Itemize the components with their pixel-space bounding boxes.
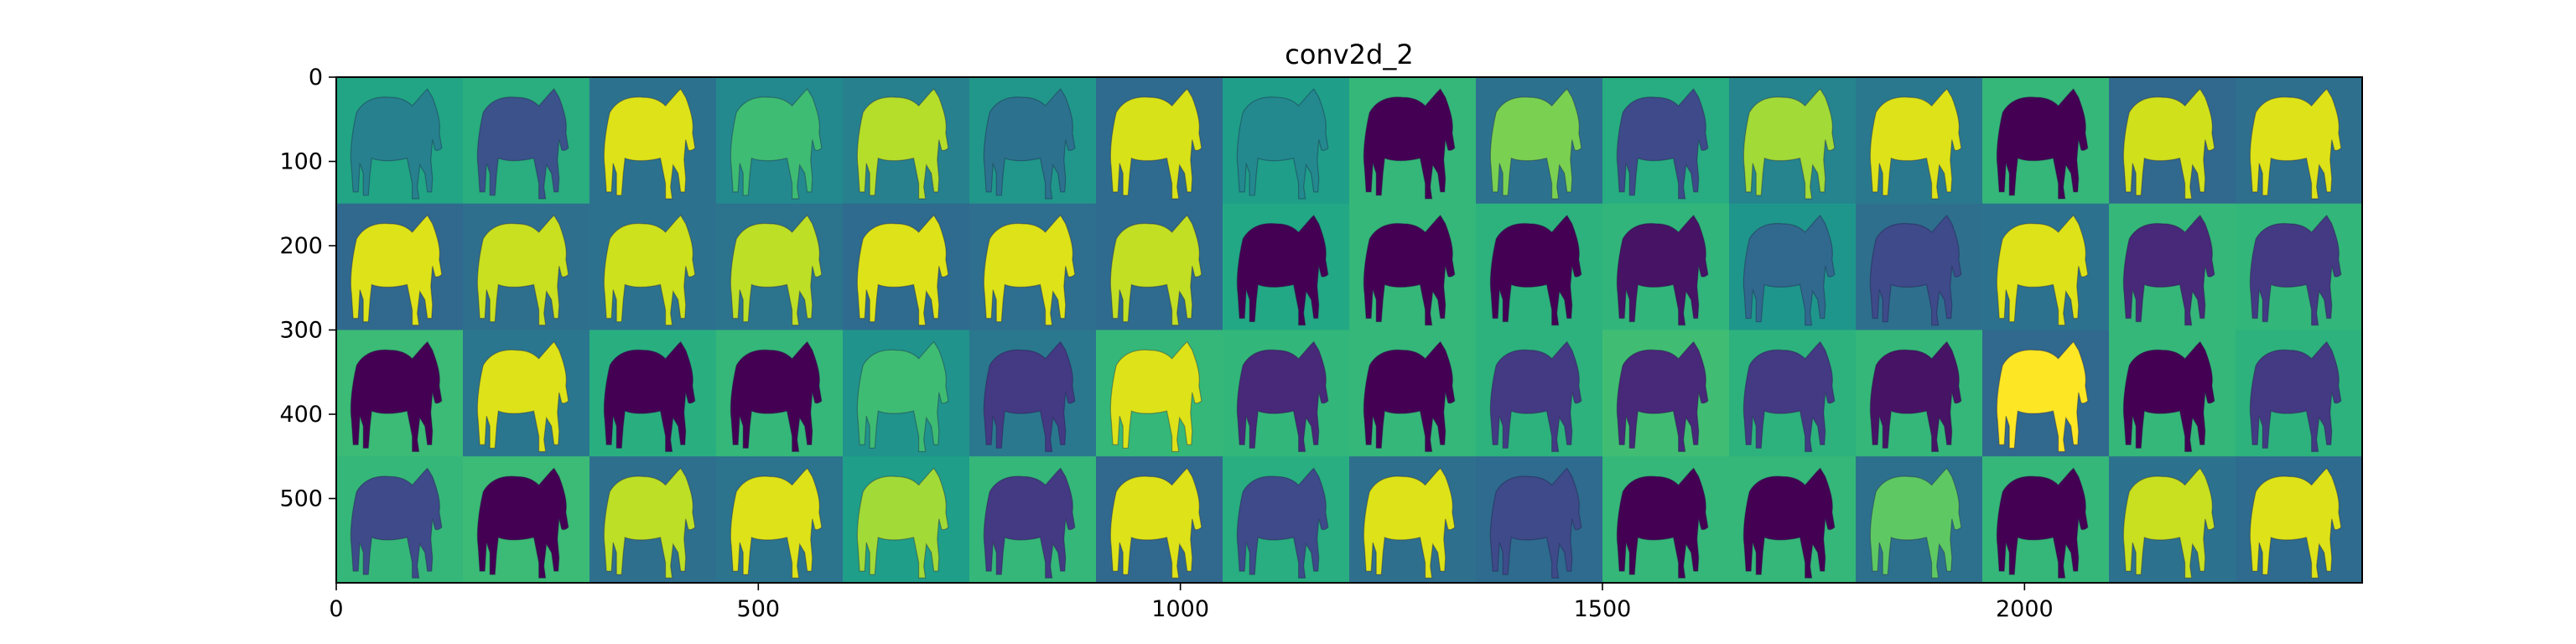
feature-map-tile: [463, 203, 590, 331]
feature-map-tile: [1602, 77, 1730, 205]
feature-map-tile: [1982, 456, 2110, 584]
feature-map-tile: [463, 330, 590, 457]
feature-map-tile: [843, 203, 970, 331]
feature-map-tile: [1856, 330, 1983, 457]
feature-map-tile: [1602, 456, 1730, 584]
feature-map-tile: [336, 330, 464, 457]
feature-map-tile: [716, 77, 844, 205]
feature-map-tile: [1096, 203, 1223, 331]
feature-map-tile: [2109, 330, 2236, 457]
feature-map-tile: [1982, 203, 2110, 331]
x-tick-label: 0: [329, 596, 343, 622]
y-tick-label: 100: [279, 149, 323, 175]
image-grid: [336, 77, 2363, 584]
feature-map-tile: [1729, 203, 1857, 331]
feature-map-tile: [969, 203, 1097, 331]
feature-map-tile: [589, 203, 717, 331]
feature-map-tile: [2236, 456, 2363, 584]
feature-map-tile: [589, 330, 717, 457]
feature-map-tile: [1349, 456, 1477, 584]
feature-map-tile: [589, 77, 717, 205]
feature-map-tile: [1982, 77, 2110, 205]
x-tick-label: 2000: [1996, 596, 2054, 622]
feature-map-tile: [589, 456, 717, 584]
feature-map-tile: [843, 456, 970, 584]
x-axis: 0 500 1000 1500 2000: [329, 583, 2054, 622]
feature-map-tile: [2236, 77, 2363, 205]
feature-map-tile: [1223, 330, 1350, 457]
feature-map-tile: [2236, 330, 2363, 457]
x-tick-label: 1000: [1151, 596, 1209, 622]
feature-map-tile: [336, 203, 464, 331]
y-tick-label: 300: [279, 318, 323, 344]
feature-map-tile: [1982, 330, 2110, 457]
feature-map-tile: [1096, 77, 1223, 205]
feature-map-tile: [969, 77, 1097, 205]
feature-map-tile: [1856, 77, 1983, 205]
feature-map-tile: [463, 77, 590, 205]
feature-map-tile: [716, 203, 844, 331]
feature-map-tile: [1729, 330, 1857, 457]
y-tick-label: 200: [279, 233, 323, 259]
feature-map-tile: [2236, 203, 2363, 331]
feature-map-tile: [1856, 456, 1983, 584]
feature-map-tile: [1096, 330, 1223, 457]
feature-map-tile: [2109, 203, 2236, 331]
feature-map-tile: [843, 330, 970, 457]
feature-map-tile: [1476, 77, 1603, 205]
feature-map-tile: [1602, 203, 1730, 331]
feature-map-tile: [843, 77, 970, 205]
feature-map-tile: [1729, 456, 1857, 584]
feature-map-tile: [716, 456, 844, 584]
feature-map-tile: [1349, 330, 1477, 457]
feature-map-tile: [969, 456, 1097, 584]
feature-map-tile: [336, 77, 464, 205]
feature-map-tile: [1223, 456, 1350, 584]
y-axis: 0 100 200 300 400 500: [279, 65, 336, 512]
feature-map-tile: [1223, 77, 1350, 205]
y-tick-label: 0: [309, 65, 323, 91]
feature-map-tile: [716, 330, 844, 457]
y-tick-label: 400: [279, 402, 323, 428]
feature-map-tile: [1223, 203, 1350, 331]
feature-map-tile: [1349, 203, 1477, 331]
feature-map-tile: [1476, 456, 1603, 584]
feature-map-tile: [969, 330, 1097, 457]
feature-map-tile: [336, 456, 464, 584]
feature-map-tile: [1856, 203, 1983, 331]
feature-map-tile: [2109, 77, 2236, 205]
feature-map-tile: [1729, 77, 1857, 205]
x-tick-label: 1500: [1574, 596, 1632, 622]
y-tick-label: 500: [279, 486, 323, 512]
chart-title: conv2d_2: [1285, 39, 1413, 70]
feature-map-tile: [463, 456, 590, 584]
feature-map-tile: [2109, 456, 2236, 584]
feature-map-tile: [1349, 77, 1477, 205]
feature-map-tile: [1476, 330, 1603, 457]
feature-map-tile: [1096, 456, 1223, 584]
feature-map-tile: [1602, 330, 1730, 457]
x-tick-label: 500: [737, 596, 781, 622]
feature-map-tile: [1476, 203, 1603, 331]
